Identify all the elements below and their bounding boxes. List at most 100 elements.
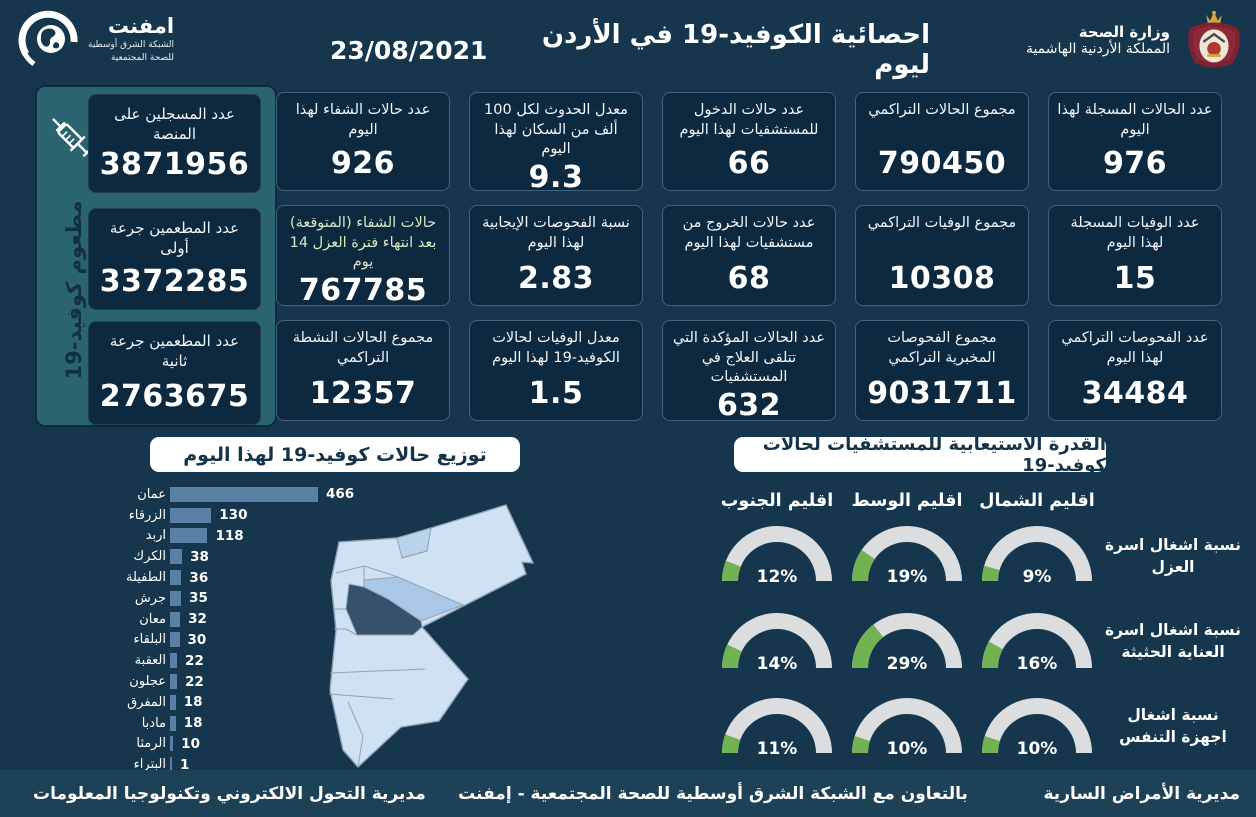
gauge-value: 19% xyxy=(886,567,928,587)
ministry-kingdom: المملكة الأردنية الهاشمية xyxy=(1025,41,1170,57)
gauge: 10% xyxy=(842,695,972,761)
bar-value: 30 xyxy=(187,631,207,648)
vaccination-card: عدد المسجلين على المنصة 3871956 xyxy=(88,94,261,193)
stat-card: معدل الوفيات لحالات الكوفيد-19 لهذا اليو… xyxy=(469,320,643,421)
stat-cards-grid: عدد الحالات المسجلة لهذا اليوم 976 مجموع ا… xyxy=(276,92,1222,423)
footer-center-text: بالتعاون مع الشبكة الشرق أوسطية للصحة ال… xyxy=(458,783,968,804)
bar xyxy=(170,507,212,523)
stat-card-value: 926 xyxy=(330,146,396,181)
gauge-arc xyxy=(722,698,832,754)
vaccination-panel: مطعوم كوفيد-19 عدد المسجلين على المنصة 38… xyxy=(35,85,277,427)
stat-card: عدد حالات الشفاء لهذا اليوم 926 xyxy=(276,92,450,191)
stat-card-label: عدد الحالات المسجلة لهذا اليوم xyxy=(1057,102,1213,138)
bar xyxy=(170,570,182,586)
gauge-arc xyxy=(852,613,962,669)
stat-card: حالات الشفاء (المتوقعة) بعد انتهاء فترة … xyxy=(276,205,450,308)
bar-value: 466 xyxy=(326,486,355,503)
bar-value: 35 xyxy=(189,590,208,607)
stat-card: مجموع الفحوصات المخبرية التراكمي 9031711 xyxy=(855,320,1029,421)
stat-card-label: مجموع الوفيات التراكمي xyxy=(867,215,1017,231)
ministry-logo: وزارة الصحة المملكة الأردنية الهاشمية xyxy=(1026,8,1248,72)
gauge-row-label: نسبة اشغال اسرة العناية الحثيثة xyxy=(1104,620,1242,661)
bar-value: 38 xyxy=(190,548,209,565)
stat-card-value: 2.83 xyxy=(517,261,595,296)
stat-card-label: عدد حالات الشفاء لهذا اليوم xyxy=(295,102,431,138)
bar-row: البلقاء 30 xyxy=(88,630,388,651)
stat-card: عدد حالات الخروج من مستشفيات لهذا اليوم 6… xyxy=(662,205,836,306)
distribution-bar-chart: عمان 466 الزرقاء 130 اربد 118 الكرك 38 الطفيلة 36… xyxy=(88,484,388,775)
bar-category-label: الرمثا xyxy=(136,736,166,752)
bar xyxy=(170,715,176,731)
gauge-arc xyxy=(722,526,832,582)
emphnet-sub2: للصحة المجتمعية xyxy=(110,52,175,63)
bar xyxy=(170,694,176,710)
vaccination-card-value: 2763675 xyxy=(99,379,250,414)
stat-card-value: 9.3 xyxy=(528,159,584,195)
stat-card: عدد الحالات المسجلة لهذا اليوم 976 xyxy=(1048,92,1222,191)
jordan-coat-of-arms-icon xyxy=(1188,10,1240,68)
gauge-value: 10% xyxy=(1016,739,1058,759)
footer-left-text: مديرية التحول الالكتروني وتكنولوجيا المع… xyxy=(33,783,426,804)
stat-card-value: 1.5 xyxy=(528,376,584,411)
stat-card: مجموع الوفيات التراكمي 10308 xyxy=(855,205,1029,306)
stat-card-value: 632 xyxy=(716,387,782,423)
bar xyxy=(170,736,174,752)
gauge-value: 12% xyxy=(756,567,798,587)
bar xyxy=(170,590,182,606)
gauge-column-0: اقليم الشمال 9% 16% 10% xyxy=(972,484,1102,780)
page-title: احصائية الكوفيد-19 في الأردن ليوم 23/08/… xyxy=(330,20,930,80)
bar xyxy=(170,486,318,502)
stat-card-value: 767785 xyxy=(298,272,428,308)
map-region-amman-highlighted xyxy=(345,583,423,636)
stat-card: عدد الوفيات المسجلة لهذا اليوم 15 xyxy=(1048,205,1222,306)
gauge: 14% xyxy=(712,610,842,676)
emphnet-name: امفنت xyxy=(107,13,175,38)
vaccination-cards: عدد المسجلين على المنصة 3871956 عدد المطعم… xyxy=(88,94,261,425)
gauge-arc xyxy=(852,698,962,754)
stat-card: عدد الحالات المؤكدة التي تتلقى العلاج في… xyxy=(662,320,836,423)
bar-category-label: معان xyxy=(139,611,166,627)
capacity-gauges: نسبة اشغال اسرة العزل نسبة اشغال اسرة الع… xyxy=(712,484,1244,780)
stat-card-value: 790450 xyxy=(877,146,1007,181)
gauge-arc xyxy=(982,698,1092,754)
emphnet-logo: امفنت الشبكة الشرق أوسطية للصحة المجتمعي… xyxy=(16,8,174,70)
vaccination-card-value: 3871956 xyxy=(99,147,250,182)
gauge-arc xyxy=(722,613,832,669)
gauge-row-label: نسبة اشغال اسرة العزل xyxy=(1104,535,1242,576)
stat-card-label: عدد حالات الدخول للمستشفيات لهذا اليوم xyxy=(679,102,819,138)
stat-card-value: 34484 xyxy=(1081,376,1189,411)
bar-row: العقبة 22 xyxy=(88,650,388,671)
bar-row: المفرق 18 xyxy=(88,692,388,713)
stat-card: عدد حالات الدخول للمستشفيات لهذا اليوم 66 xyxy=(662,92,836,191)
gauge-value: 14% xyxy=(756,654,798,674)
bar-value: 22 xyxy=(184,673,204,690)
gauge-value: 16% xyxy=(1016,654,1058,674)
gauge: 16% xyxy=(972,610,1102,676)
vaccination-card-label: عدد المطعمين جرعة أولى xyxy=(109,219,240,258)
gauge: 9% xyxy=(972,523,1102,589)
stat-card-label: نسبة الفحوصات الإيجابية لهذا اليوم xyxy=(482,215,630,251)
gauge-column-2: اقليم الجنوب 12% 14% 11% xyxy=(712,484,842,780)
bar xyxy=(170,549,183,565)
bar-category-label: الزرقاء xyxy=(128,507,166,523)
emphnet-globe-icon xyxy=(18,10,78,67)
bar xyxy=(170,674,177,690)
bar-value: 18 xyxy=(183,715,203,732)
bar-value: 22 xyxy=(184,652,204,669)
stat-card: نسبة الفحوصات الإيجابية لهذا اليوم 2.83 xyxy=(469,205,643,306)
bar-category-label: مادبا xyxy=(141,715,166,731)
stat-card-value: 9031711 xyxy=(867,376,1017,411)
bar xyxy=(170,757,172,773)
gauge: 10% xyxy=(972,695,1102,761)
bar-row: الكرك 38 xyxy=(88,546,388,567)
bar-row: الرمثا 10 xyxy=(88,734,388,755)
vaccinated-vertical-label: مطعوم كوفيد-19 xyxy=(62,200,86,380)
emphnet-sub1: الشبكة الشرق أوسطية xyxy=(88,39,175,50)
stat-card-label: مجموع الحالات النشطة التراكمي xyxy=(292,330,434,366)
bar-category-label: عمان xyxy=(137,486,166,502)
stat-card-label: مجموع الفحوصات المخبرية التراكمي xyxy=(887,330,997,366)
bar xyxy=(170,528,208,544)
bar-value: 118 xyxy=(215,527,244,544)
stat-card-label: عدد الوفيات المسجلة لهذا اليوم xyxy=(1070,215,1200,251)
bar-row: عمان 466 xyxy=(88,484,388,505)
